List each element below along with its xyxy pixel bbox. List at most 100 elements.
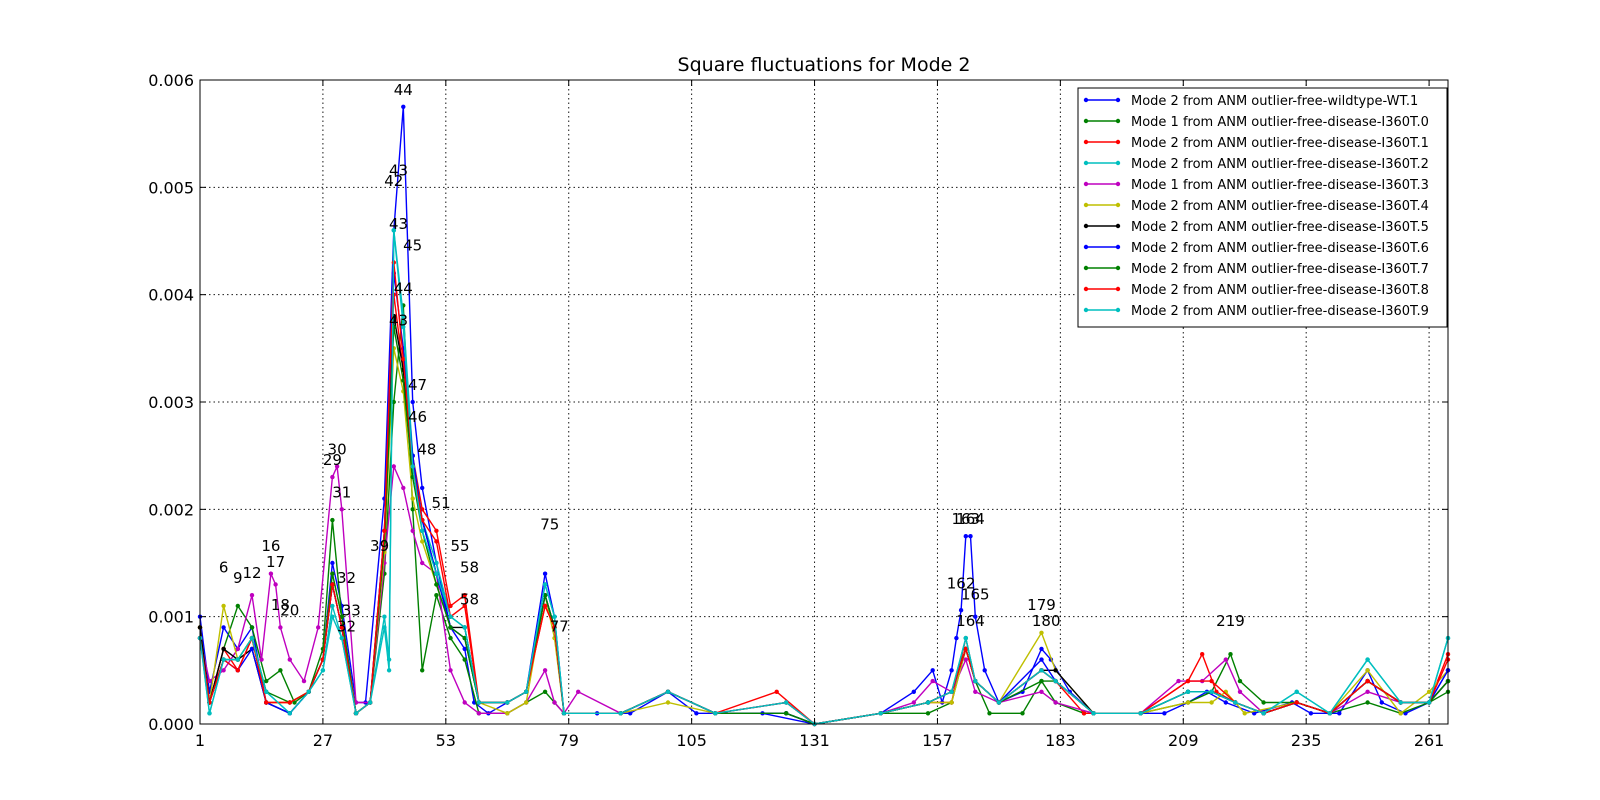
data-point: [1185, 700, 1191, 705]
data-point: [420, 539, 425, 544]
data-point: [930, 668, 935, 673]
data-point: [207, 711, 212, 716]
legend-label: Mode 1 from ANM outlier-free-disease-I36…: [1131, 178, 1429, 193]
data-point: [401, 356, 406, 362]
data-point: [221, 657, 226, 662]
data-point: [221, 625, 226, 630]
data-point: [973, 678, 978, 684]
data-point: [448, 625, 453, 630]
data-point: [264, 700, 269, 705]
data-point: [1039, 678, 1044, 684]
x-axis: 1 27 53 79 105 131 157 183 209 235 261: [195, 80, 1444, 750]
legend-label: Mode 2 from ANM outlier-free-disease-I36…: [1131, 199, 1429, 214]
data-point: [268, 571, 274, 576]
legend-marker: [1115, 160, 1121, 166]
x-tick-label: 261: [1414, 731, 1445, 750]
legend-marker: [1083, 265, 1089, 271]
data-point: [949, 700, 954, 705]
data-point: [386, 657, 392, 662]
data-point: [878, 711, 883, 716]
series-layer: [197, 104, 1451, 727]
y-tick-label: 0.006: [148, 71, 194, 90]
data-point: [301, 678, 307, 684]
legend-label: Mode 2 from ANM outlier-free-disease-I36…: [1131, 157, 1429, 172]
data-point: [401, 324, 406, 330]
peak-label: 42: [384, 172, 403, 190]
legend-marker: [1083, 244, 1089, 250]
data-point: [925, 711, 931, 716]
data-point: [448, 635, 453, 641]
data-point: [462, 625, 467, 630]
legend-marker: [1083, 139, 1089, 145]
data-point: [911, 689, 916, 694]
data-point: [382, 614, 387, 619]
data-point: [330, 474, 335, 480]
data-point: [330, 560, 335, 566]
peak-label: 180: [1032, 612, 1061, 630]
data-point: [1237, 678, 1243, 684]
data-point: [368, 700, 373, 705]
data-point: [391, 399, 396, 405]
data-point: [235, 657, 240, 662]
x-tick-label: 105: [676, 731, 707, 750]
y-tick-label: 0.004: [148, 286, 194, 305]
data-point: [420, 528, 425, 533]
peak-label: 46: [408, 408, 427, 426]
data-point: [462, 657, 467, 662]
data-point: [963, 635, 968, 641]
legend-marker: [1083, 181, 1089, 187]
data-point: [330, 582, 335, 587]
data-point: [1053, 700, 1058, 705]
legend-entry: Mode 2 from ANM outlier-free-disease-I36…: [1083, 241, 1429, 256]
legend-entry: Mode 2 from ANM outlier-free-disease-I36…: [1083, 304, 1429, 319]
data-point: [542, 582, 548, 587]
x-tick-label: 157: [922, 731, 953, 750]
data-point: [434, 571, 439, 576]
legend-label: Mode 2 from ANM outlier-free-disease-I36…: [1131, 262, 1429, 277]
data-point: [1261, 700, 1266, 705]
data-point: [1365, 689, 1370, 694]
x-tick-label: 183: [1045, 731, 1076, 750]
series-10: [197, 228, 1451, 727]
x-tick-label: 53: [436, 731, 456, 750]
peak-label: 47: [408, 376, 427, 394]
data-point: [1261, 711, 1266, 716]
data-point: [420, 560, 425, 566]
legend-box: [1077, 87, 1448, 328]
data-point: [339, 507, 344, 512]
data-point: [448, 614, 453, 619]
data-point: [973, 614, 978, 619]
data-point: [382, 528, 387, 533]
legend-entry: Mode 2 from ANM outlier-free-disease-I36…: [1083, 283, 1429, 298]
data-point: [1337, 711, 1342, 716]
data-point: [420, 485, 425, 491]
peak-label: 58: [460, 559, 479, 577]
data-point: [287, 700, 292, 705]
legend-entry: Mode 2 from ANM outlier-free-disease-I36…: [1083, 157, 1429, 172]
data-point: [264, 678, 269, 684]
legend-marker: [1115, 307, 1121, 313]
peak-label: 179: [1027, 596, 1056, 614]
data-point: [462, 635, 467, 641]
legend-marker: [1083, 118, 1089, 124]
peak-label: 6: [219, 559, 229, 577]
data-point: [1185, 689, 1191, 694]
data-point: [339, 635, 344, 641]
data-point: [462, 593, 467, 598]
legend-label: Mode 2 from ANM outlier-free-disease-I36…: [1131, 136, 1429, 151]
series-line: [199, 305, 1449, 725]
legend-marker: [1083, 307, 1089, 313]
y-tick-label: 0.000: [148, 715, 194, 734]
data-point: [476, 711, 482, 716]
data-point: [1228, 652, 1233, 657]
legend-marker: [1115, 97, 1121, 103]
x-tick-label: 79: [559, 731, 579, 750]
data-point: [1233, 700, 1238, 705]
data-point: [963, 646, 968, 652]
legend-entry: Mode 2 from ANM outlier-free-disease-I36…: [1083, 199, 1429, 214]
data-point: [391, 228, 396, 233]
data-point: [911, 700, 916, 705]
legend-marker: [1083, 97, 1089, 103]
y-tick-label: 0.002: [148, 500, 194, 519]
legend-entry: Mode 2 from ANM outlier-free-disease-I36…: [1083, 220, 1429, 235]
